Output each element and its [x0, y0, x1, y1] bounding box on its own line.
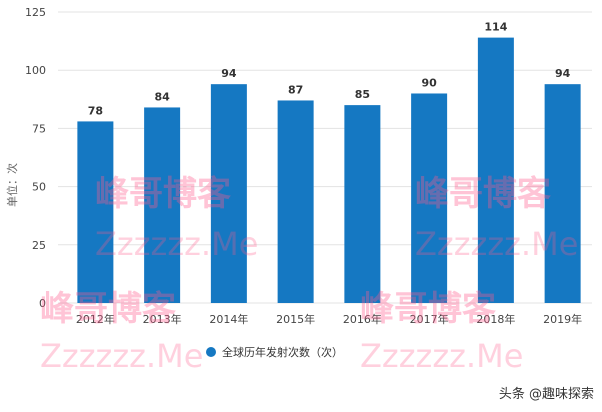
y-tick-label: 50: [32, 181, 46, 194]
bar: [411, 93, 448, 303]
x-tick-label: 2019年: [543, 312, 582, 326]
bar: [544, 84, 581, 303]
legend-label: 全球历年发射次数（次）: [222, 345, 343, 359]
data-label: 114: [484, 21, 507, 34]
bar: [144, 107, 181, 303]
y-tick-label: 0: [39, 297, 46, 310]
bars: 78 84 94 87 85 90 114 94: [77, 21, 581, 304]
bar: [77, 121, 114, 303]
watermark-text: 峰哥博客: [40, 289, 176, 329]
watermark-sub: Zzzzzz.Me: [95, 225, 258, 263]
x-tick-label: 2018年: [476, 312, 515, 326]
y-axis-label: 单位：次: [5, 163, 19, 207]
data-label: 94: [221, 67, 237, 80]
y-tick-label: 75: [32, 122, 46, 135]
x-tick-label: 2014年: [209, 312, 248, 326]
watermark-text: 峰哥博客: [95, 174, 231, 214]
x-tick-label: 2012年: [76, 312, 115, 326]
x-tick-label: 2016年: [343, 312, 382, 326]
watermark-text: 峰哥博客: [360, 289, 496, 329]
bar: [477, 37, 514, 303]
watermark-right: 峰哥博客 Zzzzzz.Me 峰哥博客 Zzzzzz.Me: [360, 174, 578, 375]
y-tick-label: 25: [32, 239, 46, 252]
bar: [277, 100, 314, 304]
x-tick-label: 2015年: [276, 312, 315, 326]
y-tick-label: 100: [25, 64, 46, 77]
x-tick-label: 2013年: [143, 312, 182, 326]
legend-marker: [206, 347, 216, 357]
data-label: 78: [88, 104, 103, 117]
y-axis: 0 25 50 75 100 125: [25, 6, 46, 310]
watermark-sub: Zzzzzz.Me: [415, 225, 578, 263]
credit-text: 头条 @趣味探索: [499, 386, 594, 402]
y-tick-label: 125: [25, 6, 46, 19]
bar: [210, 84, 247, 303]
data-label: 94: [555, 67, 571, 80]
watermark-top: 峰哥博客 Zzzzzz.Me: [95, 174, 258, 263]
watermark-sub: Zzzzzz.Me: [40, 337, 203, 375]
bar: [344, 105, 381, 304]
watermark-sub: Zzzzzz.Me: [360, 337, 523, 375]
data-label: 87: [288, 83, 303, 96]
data-label: 85: [355, 88, 370, 101]
watermark-text: 峰哥博客: [415, 174, 551, 214]
data-label: 84: [154, 90, 170, 103]
data-label: 90: [421, 76, 437, 89]
watermark-bottom: 峰哥博客 Zzzzzz.Me: [40, 289, 203, 375]
legend[interactable]: 全球历年发射次数（次）: [206, 345, 343, 359]
x-tick-label: 2017年: [410, 312, 449, 326]
x-axis: 2012年 2013年 2014年 2015年 2016年 2017年 2018年 2019年: [76, 312, 582, 326]
